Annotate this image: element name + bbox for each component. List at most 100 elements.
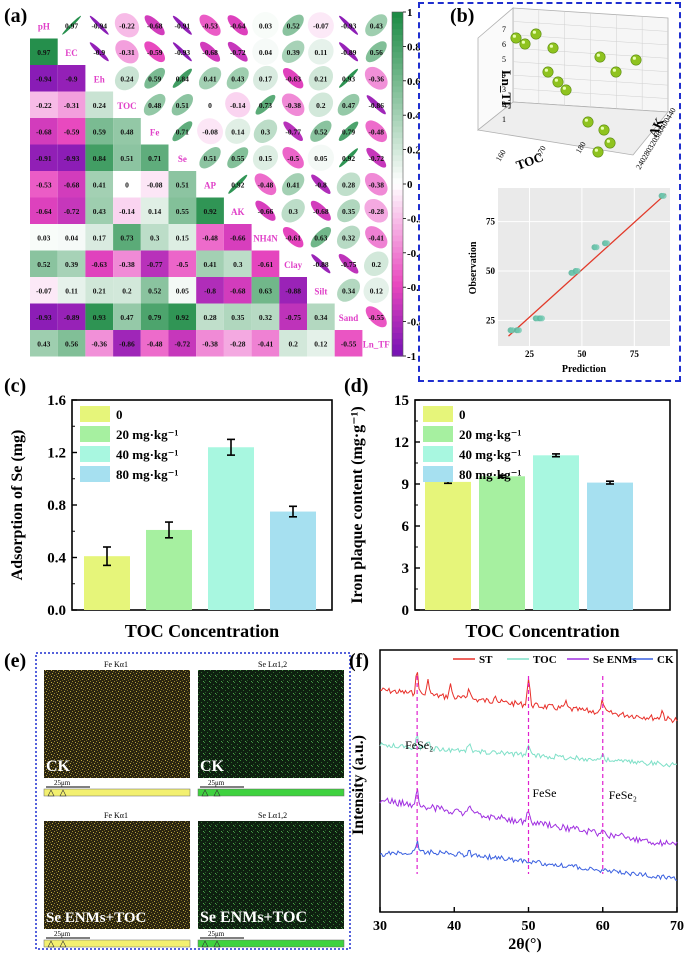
colorbar-tick: -0.6 xyxy=(407,282,420,294)
3d-data-point xyxy=(560,84,572,96)
corr-ellipse xyxy=(282,68,304,89)
corr-cell xyxy=(113,197,141,224)
corr-value: 0.92 xyxy=(203,207,216,216)
y-tick-label: 0.4 xyxy=(47,551,66,567)
corr-value: 0.48 xyxy=(120,127,133,136)
corr-ellipse xyxy=(281,40,305,63)
corr-value: -0.86 xyxy=(368,101,384,110)
corr-cell xyxy=(30,91,58,118)
corr-ellipse xyxy=(282,147,304,169)
corr-cell xyxy=(30,118,58,145)
corr-value: -0.28 xyxy=(368,207,384,216)
corr-cell xyxy=(279,330,307,357)
corr-cell xyxy=(113,118,141,145)
corr-value: -0.07 xyxy=(313,21,329,30)
corr-value: -0.38 xyxy=(202,339,218,348)
corr-cell xyxy=(251,277,280,304)
corr-ellipse xyxy=(281,93,305,117)
corr-ellipse xyxy=(336,225,361,249)
corr-cell xyxy=(251,250,280,277)
corr-ellipse xyxy=(197,118,224,145)
corr-value: 0.79 xyxy=(148,313,161,322)
peak-label: FeSe xyxy=(533,786,557,800)
corr-value: 0.93 xyxy=(342,74,355,83)
legend-swatch xyxy=(423,426,453,442)
colorbar-tick: 0 xyxy=(407,179,413,191)
diag-label: Silt xyxy=(314,286,327,296)
corr-ellipse xyxy=(252,145,278,171)
spectrum-bar xyxy=(43,939,191,948)
corr-cell xyxy=(85,144,114,171)
corr-cell xyxy=(140,171,169,198)
z-tick: 7 xyxy=(502,25,506,34)
corr-value: 0.11 xyxy=(65,286,78,295)
corr-value: 0.2 xyxy=(316,101,326,110)
corr-ellipse xyxy=(310,200,331,221)
corr-value: -0.5 xyxy=(287,154,299,163)
panel-d-label: (d) xyxy=(344,375,368,397)
corr-value: -0.68 xyxy=(230,286,246,295)
corr-value: -0.38 xyxy=(368,180,384,189)
corr-cell xyxy=(279,277,307,304)
corr-ellipse xyxy=(255,94,276,115)
corr-ellipse xyxy=(366,95,386,115)
corr-ellipse xyxy=(255,200,276,221)
3d-data-point xyxy=(530,28,542,40)
corr-cell xyxy=(168,277,197,304)
corr-ellipse xyxy=(365,226,388,249)
corr-value: 0.92 xyxy=(231,180,244,189)
x-tick-label: 70 xyxy=(670,919,684,934)
corr-ellipse xyxy=(114,66,139,91)
3d-data-point xyxy=(510,32,522,44)
corr-ellipse xyxy=(310,120,332,142)
corr-value: -0.55 xyxy=(341,339,357,348)
x-tick-label: 40 xyxy=(447,919,461,934)
legend-label: TOC xyxy=(533,654,557,666)
legend-swatch xyxy=(80,406,110,422)
corr-value: -0.93 xyxy=(341,21,357,30)
corr-value: 0.84 xyxy=(93,154,106,163)
prediction-scatter: 25 50 75 25 50 75 Prediction Observation xyxy=(468,188,670,375)
corr-cell xyxy=(307,303,335,330)
corr-value: -0.9 xyxy=(93,48,105,57)
z-tick: 2 xyxy=(502,100,506,109)
corr-cell xyxy=(223,277,252,304)
corr-value: 0.3 xyxy=(288,207,298,216)
element-map-title: Se Lα1,2 xyxy=(258,811,287,820)
corr-value: -0.53 xyxy=(202,21,218,30)
corr-ellipse xyxy=(198,67,222,90)
corr-value: -0.64 xyxy=(36,207,52,216)
diag-label: NH4N xyxy=(253,233,278,243)
corr-cell xyxy=(30,330,58,357)
corr-value: 0.04 xyxy=(259,48,272,57)
scale-bar-label: 25μm xyxy=(54,930,71,938)
scatter-y-tick: 25 xyxy=(486,315,496,325)
scatter-ylabel: Observation xyxy=(468,241,479,294)
corr-ellipse xyxy=(228,174,248,194)
corr-value: 0.2 xyxy=(372,260,382,269)
xrd-ylabel: Intensity (a.u.) xyxy=(350,735,367,835)
corr-ellipse xyxy=(144,67,166,89)
legend-label: ST xyxy=(479,654,493,666)
corr-cell xyxy=(85,91,114,118)
diag-label: EC xyxy=(65,48,78,58)
corr-ellipse xyxy=(311,254,331,274)
corr-ellipse xyxy=(144,15,165,36)
corr-cell xyxy=(168,197,197,224)
corr-cell xyxy=(30,303,58,330)
corr-cell xyxy=(57,144,86,171)
corr-value: 0.3 xyxy=(150,233,160,242)
diag-label: Se xyxy=(178,154,187,164)
x-tick-label: 50 xyxy=(522,919,536,934)
colorbar-tick: 0.2 xyxy=(407,145,420,157)
corr-value: -0.75 xyxy=(341,260,357,269)
corr-value: 0.17 xyxy=(93,233,106,242)
corr-value: 0.59 xyxy=(148,74,161,83)
corr-cell xyxy=(140,330,169,357)
corr-value: -0.59 xyxy=(64,127,80,136)
corr-cell xyxy=(30,224,58,251)
corr-value: -0.9 xyxy=(66,74,78,83)
corr-cell xyxy=(196,224,224,251)
corr-ellipse xyxy=(366,147,387,168)
corr-ellipse xyxy=(114,13,140,38)
